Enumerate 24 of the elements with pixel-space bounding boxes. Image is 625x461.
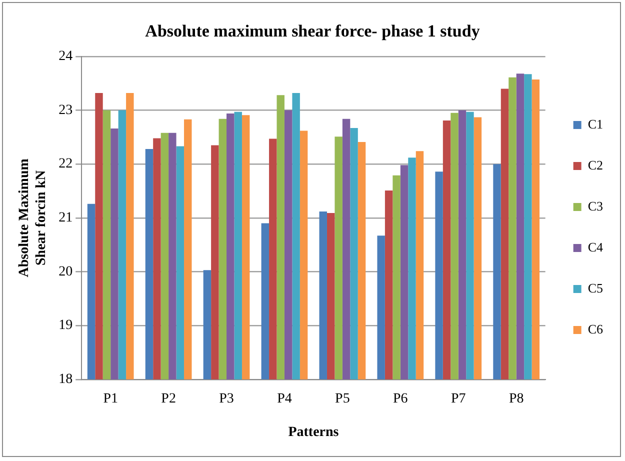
legend-label: C6 [588, 321, 604, 336]
y-tick-label: 21 [58, 210, 73, 226]
y-tick-label: 20 [58, 264, 73, 280]
chart-title: Absolute maximum shear force- phase 1 study [145, 22, 480, 41]
legend-label: C4 [588, 239, 604, 254]
x-tick-label: P7 [450, 391, 466, 406]
y-axis-title: Absolute Maximum Shear forcin kN [17, 158, 49, 278]
y-tick-label: 22 [58, 156, 73, 172]
y-tick-label: 23 [58, 102, 73, 118]
y-tick-label: 24 [58, 49, 73, 64]
x-tick-label: P8 [508, 391, 524, 406]
y-tick-label: 18 [58, 372, 73, 388]
x-tick-label: P5 [335, 391, 350, 406]
x-tick-label: P3 [219, 391, 234, 406]
x-tick-label: P2 [161, 391, 176, 406]
legend-label: C2 [588, 157, 603, 172]
legend-label: C5 [588, 280, 603, 296]
y-tick-label: 19 [58, 318, 73, 334]
x-tick-label: P6 [393, 391, 408, 406]
x-tick-label: P4 [277, 391, 292, 406]
legend-label: C1 [588, 116, 603, 132]
legend-label: C3 [588, 198, 603, 214]
x-axis-title: Patterns [288, 425, 340, 440]
x-tick-label: P1 [103, 391, 118, 406]
